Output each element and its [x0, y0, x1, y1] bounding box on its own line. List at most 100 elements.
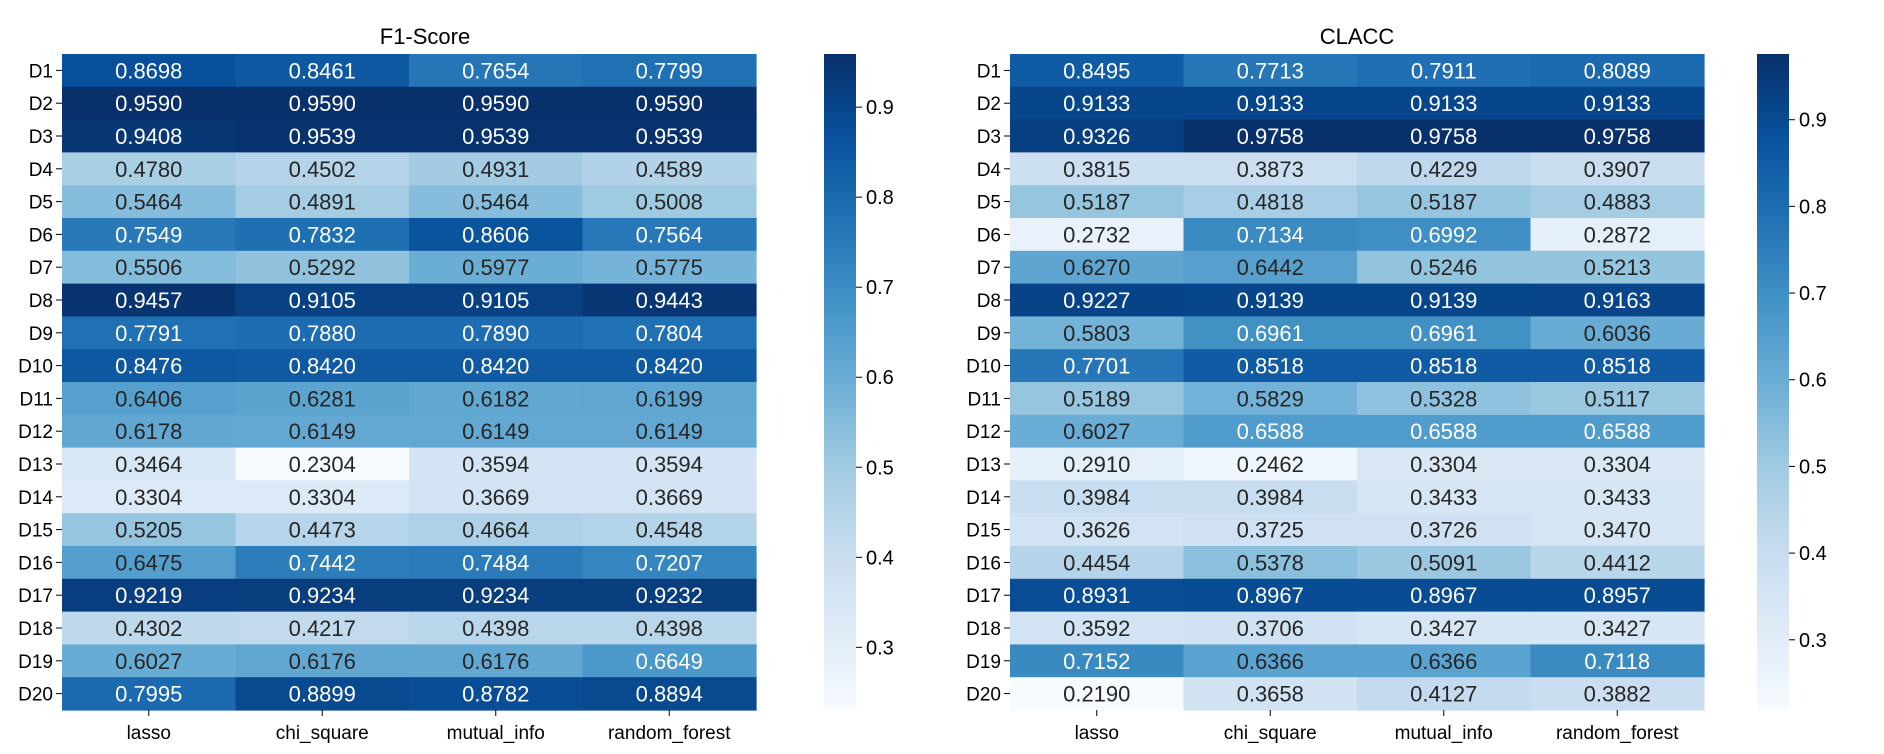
cell-value-label: 0.3464 — [115, 452, 182, 477]
heatmap-cell — [409, 513, 584, 547]
y-tick-label: D7 — [977, 258, 1001, 279]
heatmap-cell — [1357, 513, 1532, 547]
cell-value-label: 0.3304 — [1584, 452, 1651, 477]
cell-value-label: 0.7832 — [289, 222, 356, 247]
heatmap-cell — [582, 611, 757, 645]
cell-value-label: 0.7995 — [115, 682, 182, 707]
cell-value-label: 0.9139 — [1410, 288, 1477, 313]
heatmap-cell — [1357, 414, 1532, 449]
cell-value-label: 0.3815 — [1063, 157, 1130, 182]
heatmap-cell — [235, 414, 410, 449]
heatmap-cell — [62, 480, 237, 514]
cell-value-label: 0.6027 — [1063, 419, 1130, 444]
heatmap-cell — [62, 218, 237, 252]
heatmap-cell — [1010, 250, 1185, 285]
y-tick-label: D2 — [29, 94, 53, 115]
heatmap-cell — [582, 54, 757, 88]
heatmap-cell — [62, 414, 237, 449]
cell-value-label: 0.3726 — [1410, 518, 1477, 543]
heatmap-cell — [409, 414, 584, 449]
heatmap-cell — [1530, 119, 1705, 153]
heatmap-cell — [62, 54, 237, 88]
cell-value-label: 0.5187 — [1063, 190, 1130, 215]
heatmap-cell — [1530, 414, 1705, 449]
cell-value-label: 0.8518 — [1237, 354, 1304, 379]
heatmap-cell — [235, 480, 410, 514]
heatmap-cell — [1357, 480, 1532, 514]
y-tick-label: D5 — [977, 193, 1001, 214]
cell-value-label: 0.6149 — [462, 419, 529, 444]
cell-value-label: 0.3304 — [1410, 452, 1477, 477]
colorbar-tick-label: 0.6 — [1799, 370, 1827, 392]
heatmap-cell — [1530, 546, 1705, 580]
y-tick-label: D7 — [29, 258, 53, 279]
heatmap-cell — [582, 86, 757, 121]
cell-value-label: 0.7564 — [636, 222, 703, 247]
cell-value-label: 0.7152 — [1063, 649, 1130, 674]
heatmap-cell — [62, 513, 237, 547]
heatmap-cell — [582, 250, 757, 285]
heatmap-cell — [582, 513, 757, 547]
cell-value-label: 0.9105 — [462, 288, 529, 313]
cell-value-label: 0.5506 — [115, 255, 182, 280]
cell-value-label: 0.3882 — [1584, 682, 1651, 707]
heatmap-cell — [1183, 480, 1358, 514]
cell-value-label: 0.5246 — [1410, 255, 1477, 280]
cell-value-label: 0.8476 — [115, 354, 182, 379]
heatmap-cell — [62, 382, 237, 416]
y-tick-label: D19 — [966, 652, 1001, 673]
cell-value-label: 0.7654 — [462, 58, 529, 83]
cell-value-label: 0.9326 — [1063, 124, 1130, 149]
cell-value-label: 0.3669 — [636, 485, 703, 510]
cell-value-label: 0.9539 — [462, 124, 529, 149]
y-tick-label: D6 — [977, 225, 1001, 246]
heatmap-cell — [409, 152, 584, 186]
y-tick-label: D20 — [966, 685, 1001, 706]
cell-value-label: 0.4589 — [636, 157, 703, 182]
cell-value-label: 0.9133 — [1237, 91, 1304, 116]
cell-value-label: 0.7207 — [636, 550, 703, 575]
cell-value-label: 0.6199 — [636, 386, 703, 411]
heatmap-panel-2: CLACC 0.8495 0.7713 0.7911 0.8089 0.9133 0.913… — [966, 24, 1827, 744]
heatmap-cell — [62, 644, 237, 678]
y-tick-label: D20 — [18, 685, 53, 706]
heatmap-cell — [1010, 54, 1185, 88]
heatmap-cell — [1530, 611, 1705, 645]
colorbar-tick-label: 0.5 — [866, 457, 894, 479]
heatmap-cell — [1357, 382, 1532, 416]
heatmap-cell — [1010, 218, 1185, 252]
cell-value-label: 0.5213 — [1584, 255, 1651, 280]
x-tick-label: lasso — [1075, 723, 1119, 744]
y-tick-label: D17 — [18, 586, 53, 607]
cell-value-label: 0.6149 — [636, 419, 703, 444]
y-tick-label: D14 — [18, 488, 53, 509]
cell-value-label: 0.7880 — [289, 321, 356, 346]
heatmap-cell — [1530, 283, 1705, 317]
x-tick-label: chi_square — [1224, 723, 1317, 744]
heatmap-cell — [1183, 578, 1358, 613]
cell-value-label: 0.9133 — [1584, 91, 1651, 116]
heatmap-cell — [582, 349, 757, 383]
cell-value-label: 0.7911 — [1411, 58, 1477, 83]
heatmap-cell — [1357, 283, 1532, 317]
y-tick-label: D18 — [966, 619, 1001, 640]
cell-value-label: 0.3907 — [1584, 157, 1651, 182]
colorbar-tick-label: 0.3 — [1799, 630, 1827, 652]
heatmap-cell — [62, 546, 237, 580]
heatmap-cell — [1357, 218, 1532, 252]
y-tick-label: D11 — [968, 389, 1001, 410]
cell-value-label: 0.4502 — [289, 157, 356, 182]
cell-value-label: 0.5091 — [1410, 550, 1477, 575]
heatmap-cell — [1010, 611, 1185, 645]
heatmap-cell — [409, 447, 584, 481]
cell-value-label: 0.9139 — [1237, 288, 1304, 313]
heatmap-cell — [1010, 382, 1185, 416]
heatmap-cell — [1183, 611, 1358, 645]
heatmap-cell — [235, 611, 410, 645]
heatmap-cell — [409, 86, 584, 121]
cell-value-label: 0.6442 — [1237, 255, 1304, 280]
colorbar — [1757, 54, 1789, 710]
y-tick-label: D11 — [20, 389, 53, 410]
cell-value-label: 0.9457 — [115, 288, 182, 313]
